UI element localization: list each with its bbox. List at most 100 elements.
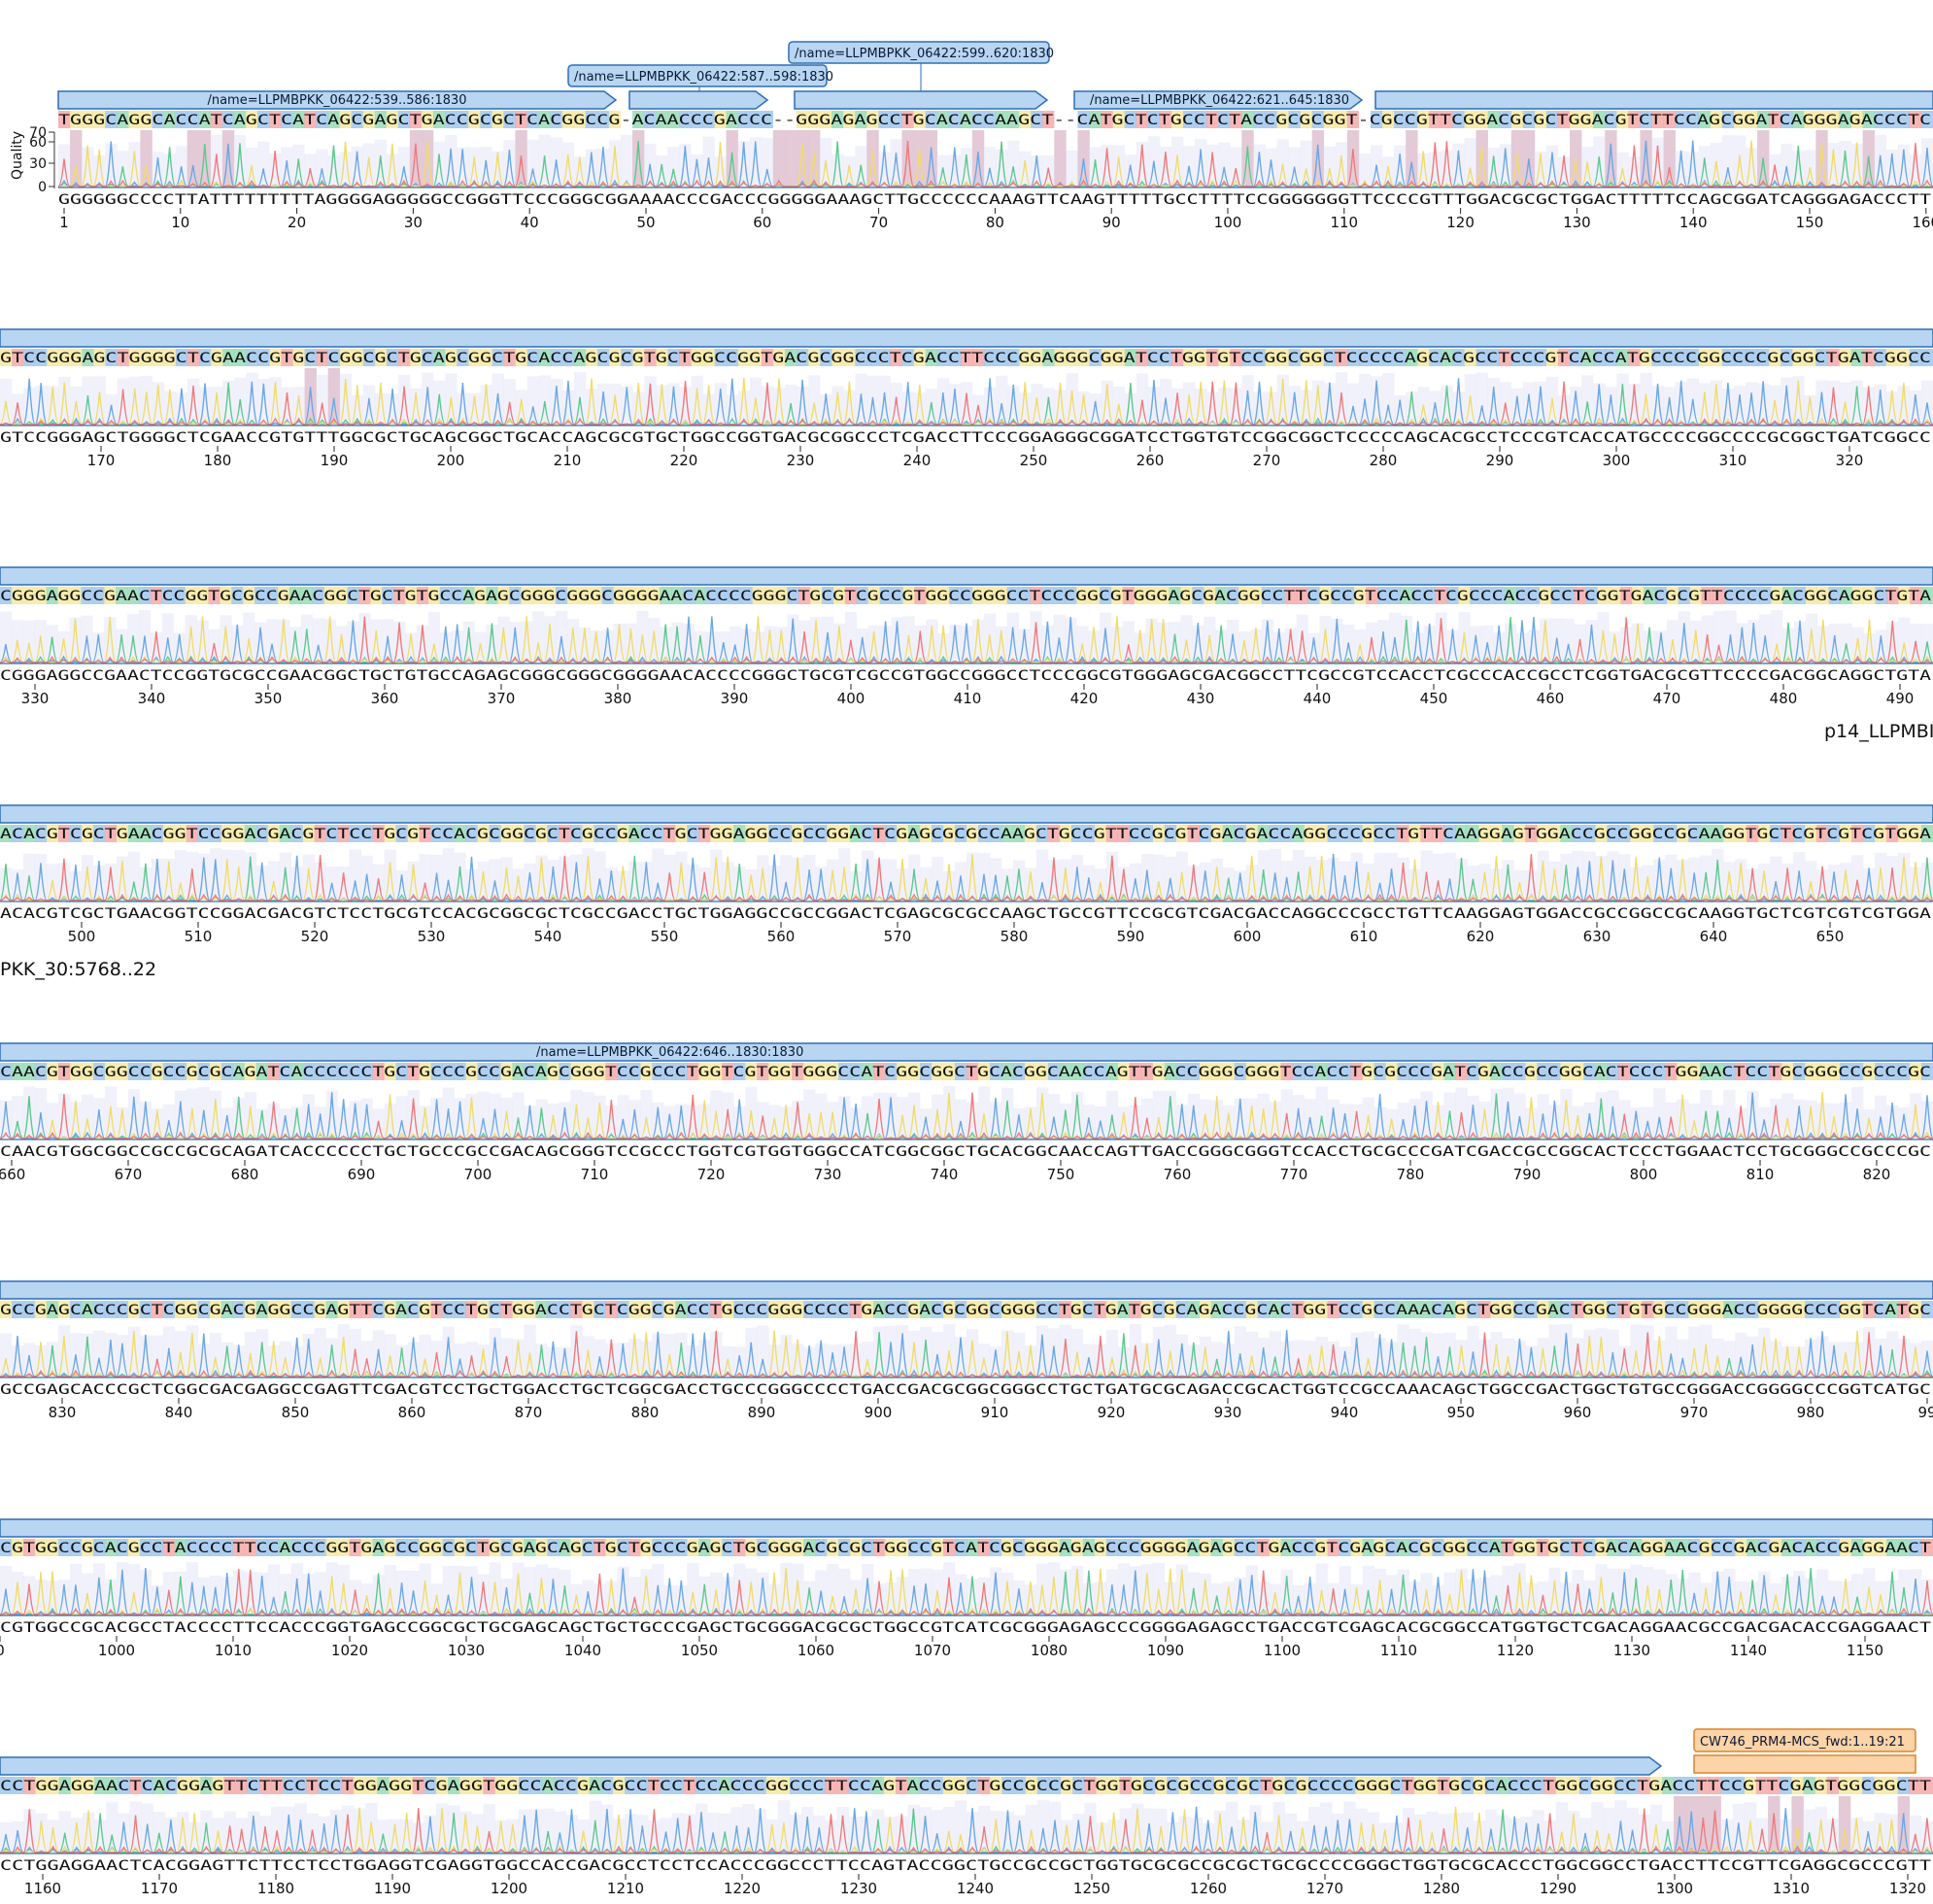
consensus-base-bg [585,111,598,128]
consensus-base-bg [1567,1777,1580,1794]
quality-bar [1770,856,1782,901]
consensus-base-bg [640,825,653,842]
quality-bar [757,855,769,901]
annotation-feature-arrow[interactable] [0,328,1933,348]
consensus-base-bg [719,1777,731,1794]
quality-tick-label: 70 [29,125,47,141]
callout-label[interactable]: /name=LLPMBPKK_06422:599..620:1830 [795,47,1054,61]
callout-label[interactable]: /name=LLPMBPKK_06422:587..598:1830 [574,70,833,85]
consensus-base-bg [1094,825,1107,842]
consensus-base-bg [1140,1539,1154,1556]
annotation-feature-arrow[interactable] [794,90,1049,110]
annotation-label[interactable]: /name=LLPMBPKK_06422:621..645:1830 [1090,93,1349,108]
primer-feature[interactable] [1693,1754,1916,1774]
consensus-base-bg [722,1539,734,1556]
annotation-feature-arrow[interactable] [628,90,769,110]
consensus-base-bg [1245,1301,1258,1318]
consensus-base-bg [873,1063,886,1080]
quality-bar [477,1091,490,1139]
consensus-base-bg [1770,825,1782,842]
consensus-base-bg [538,111,551,128]
consensus-base-bg [220,1301,233,1318]
consensus-base-bg [1721,349,1735,366]
quality-bar [1406,130,1418,187]
consensus-base-bg [69,587,82,604]
callout-box[interactable] [567,64,828,87]
annotation-feature-arrow[interactable] [0,1518,1933,1538]
quality-bar [1276,139,1289,187]
consensus-base-bg [1414,1777,1427,1794]
consensus-base-bg [117,349,129,366]
callout-box[interactable] [788,41,1050,64]
consensus-base-bg [850,1301,863,1318]
consensus-base-bg [836,1777,849,1794]
quality-bar [1187,1093,1201,1139]
consensus-base-bg [1653,825,1666,842]
consensus-base-bg [1452,111,1465,128]
quality-bar [640,1569,653,1615]
consensus-base-bg [1607,825,1619,842]
consensus-base-bg [559,1063,571,1080]
quality-bar [524,1324,536,1377]
consensus-base-bg [722,825,734,842]
consensus-base-bg [977,1301,991,1318]
consensus-base-bg [1397,1063,1409,1080]
consensus-base-bg [435,1777,449,1794]
consensus-base-bg [687,1539,699,1556]
consensus-base-bg [0,825,13,842]
consensus-base-bg [757,1301,769,1318]
annotation-feature-arrow[interactable] [1073,90,1364,110]
consensus-base-bg [175,349,188,366]
consensus-base-bg [1249,587,1263,604]
ruler-tick-label: 1170 [141,1880,178,1897]
annotation-feature-arrow[interactable] [0,1280,1933,1300]
annotation-feature-arrow[interactable] [0,1756,1663,1776]
annotation-feature-arrow[interactable] [0,804,1933,824]
consensus-base-bg [1838,1777,1851,1794]
consensus-base-bg [302,1063,315,1080]
consensus-base-bg [608,111,622,128]
trace-t [0,1092,1933,1139]
consensus-base-bg [843,111,856,128]
consensus-base-bg [1210,1301,1223,1318]
consensus-base-bg [1061,1777,1073,1794]
annotation-feature-arrow[interactable] [57,90,618,110]
consensus-base-bg [1053,587,1066,604]
quality-bar [1814,1806,1828,1853]
consensus-base-bg [11,1063,24,1080]
consensus-base-bg [1875,1063,1887,1080]
consensus-base-bg [1218,349,1231,366]
consensus-base-bg [1910,1301,1922,1318]
consensus-base-bg [1238,587,1251,604]
primer-label[interactable]: CW746_PRM4-MCS_fwd:1..19:21 [1700,1735,1905,1750]
quality-bar [267,1564,281,1615]
annotation-label[interactable]: /name=LLPMBPKK_06422:646..1830:1830 [536,1045,803,1060]
consensus-base-bg [710,1539,723,1556]
ruler-tick-label: 1210 [607,1880,644,1897]
consensus-base-bg [325,1301,338,1318]
consensus-base-bg [477,1539,490,1556]
quality-bar [70,130,83,187]
feature-label-left[interactable]: PKK_30:5768..22 [0,959,157,980]
consensus-base-bg [797,349,809,366]
quality-bar [1746,382,1758,425]
consensus-base-bg [891,587,903,604]
quality-bar [862,1563,874,1615]
annotation-feature-arrow[interactable] [1374,90,1933,110]
consensus-base-bg [349,1539,361,1556]
feature-label-right[interactable]: p14_LLPMBI [1824,721,1933,742]
consensus-base-bg [822,587,834,604]
annotation-feature-arrow[interactable] [0,566,1933,586]
consensus-base-bg [1112,111,1125,128]
consensus-base-bg [1642,1063,1654,1080]
annotation-label[interactable]: /name=LLPMBPKK_06422:539..586:1830 [207,93,466,108]
annotation-feature-arrow[interactable] [0,1042,1933,1062]
ruler-tick-label: 780 [1397,1166,1425,1183]
quality-bar [0,611,13,663]
consensus-base-bg [1698,349,1712,366]
quality-bar [1513,1563,1526,1615]
quality-bar [266,619,279,663]
consensus-base-bg [1510,111,1524,128]
primer-label-box[interactable] [1693,1728,1916,1752]
quality-bar [1241,375,1254,425]
